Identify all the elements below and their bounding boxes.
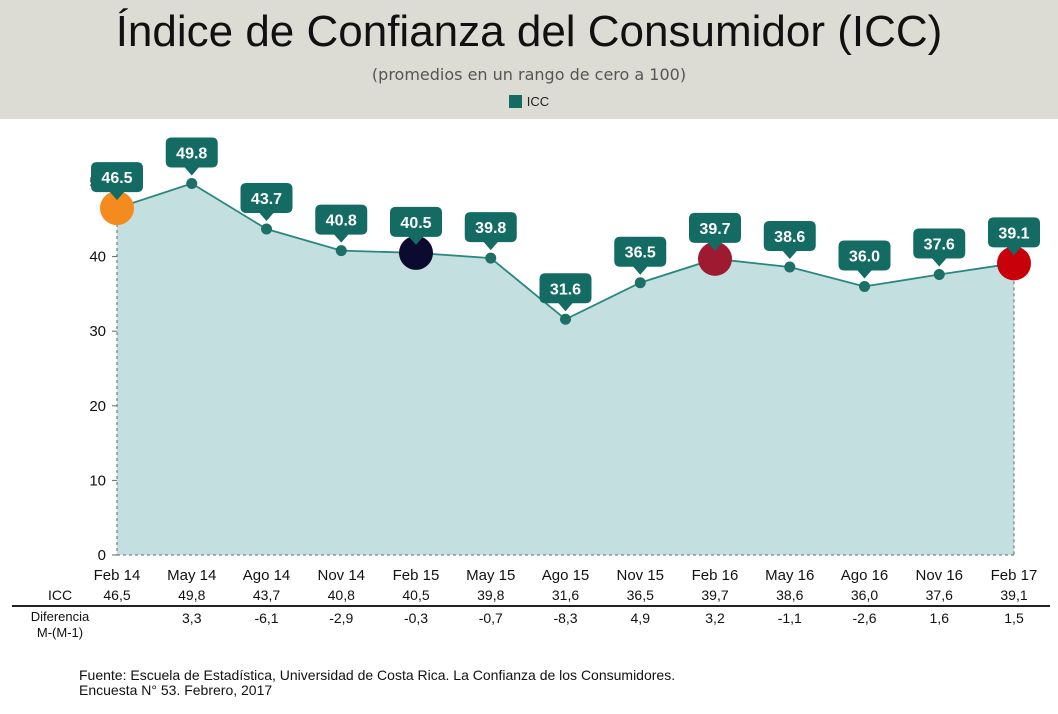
table-row-label-icc: ICC [48, 587, 72, 603]
source-line-2: Encuesta N° 53. Febrero, 2017 [79, 682, 273, 698]
x-tick-label: Feb 15 [393, 567, 440, 584]
table-cell-icc: 46,5 [103, 587, 130, 603]
data-label-bubble [240, 182, 293, 221]
x-tick-label: Ago 16 [841, 567, 889, 584]
legend-label: ICC [526, 94, 550, 109]
data-label: 31.6 [550, 281, 581, 298]
data-point [560, 313, 571, 325]
x-tick-label: Ago 15 [542, 567, 590, 584]
data-point [933, 269, 945, 281]
y-tick-label: 20 [89, 398, 106, 415]
table-cell-icc: 38,6 [776, 587, 803, 603]
data-label: 36.0 [849, 248, 880, 265]
data-label-bubble [390, 206, 442, 245]
data-label-bubble [689, 212, 741, 251]
table-cell-diff: 3,2 [705, 610, 725, 626]
source-line-1: Fuente: Escuela de Estadística, Universi… [79, 667, 676, 683]
x-tick-label: Feb 16 [692, 567, 739, 584]
y-tick-label: 40 [89, 249, 106, 266]
x-tick-label: Nov 16 [915, 567, 963, 584]
x-tick-label: Feb 14 [94, 567, 141, 584]
data-label-bubble [913, 228, 966, 267]
table-cell-icc: 36,5 [627, 587, 654, 603]
chart-title: Índice de Confianza del Consumidor (ICC) [115, 7, 943, 56]
table-cell-icc: 40,5 [402, 587, 429, 603]
highlight-point [997, 246, 1031, 281]
data-label-bubble [763, 221, 816, 260]
table-cell-icc: 39,7 [701, 587, 728, 603]
table-cell-diff: 1,6 [930, 610, 950, 626]
table-cell-diff: -0,7 [479, 610, 503, 626]
data-point [186, 177, 198, 189]
data-point [261, 223, 272, 235]
chart-subtitle: (promedios en un rango de cero a 100) [371, 65, 687, 84]
table-row-label-diff-line2: M-(M-1) [37, 625, 83, 640]
data-point [485, 252, 497, 264]
data-label: 43.7 [251, 191, 282, 208]
data-label-bubble [91, 162, 143, 201]
table-cell-diff: -1,1 [778, 610, 802, 626]
data-label: 49.8 [176, 145, 207, 162]
data-label-bubble [614, 236, 667, 275]
x-tick-label: May 14 [167, 567, 216, 584]
data-label-bubble [165, 137, 218, 176]
x-tick-label: Feb 17 [991, 567, 1038, 584]
data-label: 39.1 [998, 225, 1029, 242]
table-cell-diff: -2,6 [852, 610, 876, 626]
highlight-point [698, 241, 732, 276]
table-cell-diff: -2,9 [329, 610, 353, 626]
table-cell-icc: 31,6 [552, 587, 579, 603]
table-cell-diff: -6,1 [254, 610, 278, 626]
table-cell-icc: 39,1 [1000, 587, 1027, 603]
highlight-point [399, 235, 433, 270]
header-band: Índice de Confianza del Consumidor (ICC)… [0, 0, 1058, 119]
legend-swatch [508, 95, 522, 108]
y-tick-label: 0 [98, 547, 106, 564]
table-cell-icc: 37,6 [926, 587, 953, 603]
x-tick-label: May 16 [765, 567, 814, 584]
data-label: 36.5 [625, 245, 656, 262]
table-cell-icc: 39,8 [477, 587, 504, 603]
data-label-bubble [315, 204, 368, 243]
legend: ICC [0, 94, 1058, 110]
x-tick-label: Ago 14 [243, 567, 291, 584]
data-label-bubble [464, 212, 517, 251]
table-cell-diff: 4,9 [631, 610, 651, 626]
table-cell-icc: 43,7 [253, 587, 280, 603]
y-tick-label: 30 [89, 323, 106, 340]
table-cell-icc: 36,0 [851, 587, 878, 603]
data-point [335, 245, 347, 257]
x-tick-label: May 15 [466, 567, 515, 584]
data-label-bubble [539, 273, 592, 312]
table-cell-diff: 1,5 [1004, 610, 1024, 626]
data-label: 40.8 [326, 213, 357, 230]
data-label: 40.5 [400, 215, 431, 232]
data-label: 38.6 [774, 229, 805, 246]
table-cell-diff: 3,3 [182, 610, 202, 626]
data-point [859, 280, 870, 292]
area-fill [117, 183, 1014, 555]
data-point [634, 277, 646, 289]
highlight-point [100, 191, 134, 226]
y-tick-label: 10 [89, 472, 106, 489]
data-label: 46.5 [101, 170, 132, 187]
data-label-bubble [838, 240, 891, 279]
x-tick-label: Nov 15 [616, 567, 664, 584]
data-label: 39.8 [475, 220, 506, 237]
data-point [784, 261, 796, 273]
table-cell-icc: 40,8 [328, 587, 355, 603]
data-label: 39.7 [699, 221, 730, 238]
source-note: Fuente: Escuela de Estadística, Universi… [79, 668, 675, 698]
table-cell-diff: -0,3 [404, 610, 428, 626]
table-cell-icc: 49,8 [178, 587, 205, 603]
table-cell-diff: -8,3 [553, 610, 577, 626]
table-row-label-diff-line1: Diferencia [31, 609, 90, 624]
data-label: 37.6 [924, 237, 955, 254]
data-label-bubble [988, 217, 1040, 256]
x-tick-label: Nov 14 [317, 567, 365, 584]
